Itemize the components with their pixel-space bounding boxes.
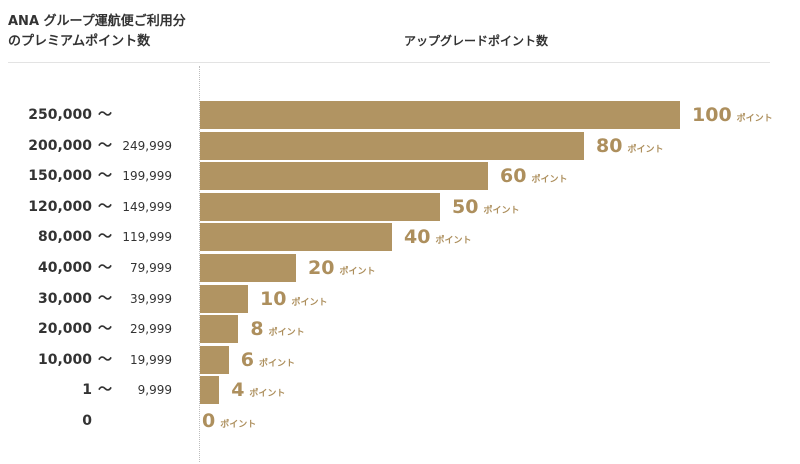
- data-label-unit: ポイント: [531, 175, 568, 186]
- bar: [200, 315, 239, 344]
- data-label-unit: ポイント: [627, 144, 664, 155]
- category-to: 9,999: [137, 383, 172, 398]
- data-label-value: 60: [500, 165, 527, 188]
- bar: [200, 101, 680, 129]
- category-to: 19,999: [130, 352, 172, 367]
- category-label: 120,000 〜 149,999: [0, 192, 200, 222]
- data-label-value: 8: [250, 318, 264, 341]
- category-label: 1 〜 9,999: [0, 375, 200, 405]
- data-label: 50 ポイント: [452, 192, 519, 222]
- category-from: 20,000: [37, 321, 92, 338]
- category-label: 40,000 〜 79,999: [0, 253, 200, 283]
- category-to: 29,999: [130, 322, 172, 337]
- data-label: 80 ポイント: [596, 131, 663, 161]
- category-from: 120,000: [28, 198, 92, 215]
- category-label: 10,000 〜 19,999: [0, 345, 200, 375]
- data-label-unit: ポイント: [339, 267, 376, 277]
- data-label-value: 10: [260, 287, 287, 310]
- data-label-unit: ポイント: [249, 389, 286, 400]
- category-to: 249,999: [122, 138, 172, 153]
- baseline-axis: [199, 66, 200, 462]
- range-tilde: 〜: [98, 351, 112, 368]
- category-to: 79,999: [130, 261, 172, 275]
- data-label-value: 80: [596, 134, 623, 157]
- category-from: 30,000: [37, 290, 92, 307]
- data-label-unit: ポイント: [483, 205, 520, 216]
- range-tilde: 〜: [98, 107, 112, 123]
- data-label: 40 ポイント: [404, 222, 471, 252]
- data-label-value: 20: [308, 257, 335, 279]
- data-label-value: 50: [452, 195, 479, 218]
- header-divider: [8, 62, 770, 63]
- category-label: 0: [0, 406, 200, 436]
- data-label-value: 6: [240, 348, 255, 371]
- range-tilde: 〜: [98, 229, 112, 246]
- data-label: 20 ポイント: [308, 253, 375, 283]
- category-label: 30,000 〜 39,999: [0, 284, 200, 314]
- y-axis-title-line1: ANA グループ運航便ご利用分: [8, 14, 186, 29]
- bar: [200, 376, 220, 405]
- range-tilde: 〜: [98, 321, 112, 338]
- category-from: 40,000: [37, 260, 92, 276]
- x-axis-title: アップグレードポイント数: [404, 34, 549, 48]
- data-label-unit: ポイント: [736, 114, 773, 124]
- data-label-value: 40: [404, 226, 431, 249]
- category-label: 200,000 〜 249,999: [0, 131, 200, 161]
- data-label-unit: ポイント: [220, 420, 257, 430]
- category-from: 0: [82, 413, 92, 429]
- bar: [200, 162, 488, 191]
- data-label: 4 ポイント: [231, 375, 285, 405]
- bar: [200, 131, 584, 160]
- category-from: 250,000: [28, 107, 92, 123]
- category-from: 10,000: [37, 351, 92, 368]
- range-tilde: 〜: [98, 260, 112, 276]
- bar: [200, 223, 392, 252]
- category-label: 80,000 〜 119,999: [0, 222, 200, 252]
- range-tilde: 〜: [98, 290, 112, 307]
- category-label: 20,000 〜 29,999: [0, 314, 200, 344]
- category-label: 250,000 〜: [0, 100, 200, 130]
- data-label: 6 ポイント: [241, 345, 295, 375]
- range-tilde: 〜: [98, 137, 112, 154]
- range-tilde: 〜: [98, 198, 112, 215]
- bar: [200, 345, 229, 374]
- data-label-value: 100: [692, 104, 732, 126]
- data-label-unit: ポイント: [291, 297, 328, 308]
- data-label-unit: ポイント: [435, 236, 472, 247]
- category-from: 150,000: [28, 168, 92, 185]
- category-label: 150,000 〜 199,999: [0, 161, 200, 191]
- y-axis-title: ANA グループ運航便ご利用分 のプレミアムポイント数: [8, 12, 208, 52]
- y-axis-title-line2: のプレミアムポイント数: [8, 34, 151, 49]
- data-label: 0 ポイント: [202, 406, 256, 436]
- data-label-value: 0: [202, 410, 216, 432]
- data-label: 60 ポイント: [500, 161, 567, 191]
- data-label-unit: ポイント: [259, 358, 296, 369]
- range-tilde: 〜: [98, 382, 112, 399]
- bar: [200, 284, 248, 313]
- data-label: 10 ポイント: [260, 284, 327, 314]
- data-label-value: 4: [231, 379, 245, 402]
- range-tilde: 〜: [98, 168, 112, 185]
- category-from: 200,000: [28, 137, 92, 154]
- category-to: 199,999: [122, 169, 172, 184]
- data-label-unit: ポイント: [268, 328, 305, 339]
- category-to: 149,999: [122, 199, 172, 214]
- category-from: 1: [82, 382, 92, 399]
- data-label: 100 ポイント: [692, 100, 773, 130]
- bar: [200, 192, 440, 221]
- bar: [200, 254, 296, 282]
- data-label: 8 ポイント: [250, 314, 304, 344]
- category-to: 39,999: [130, 291, 172, 306]
- category-to: 119,999: [122, 230, 172, 245]
- category-from: 80,000: [37, 229, 92, 246]
